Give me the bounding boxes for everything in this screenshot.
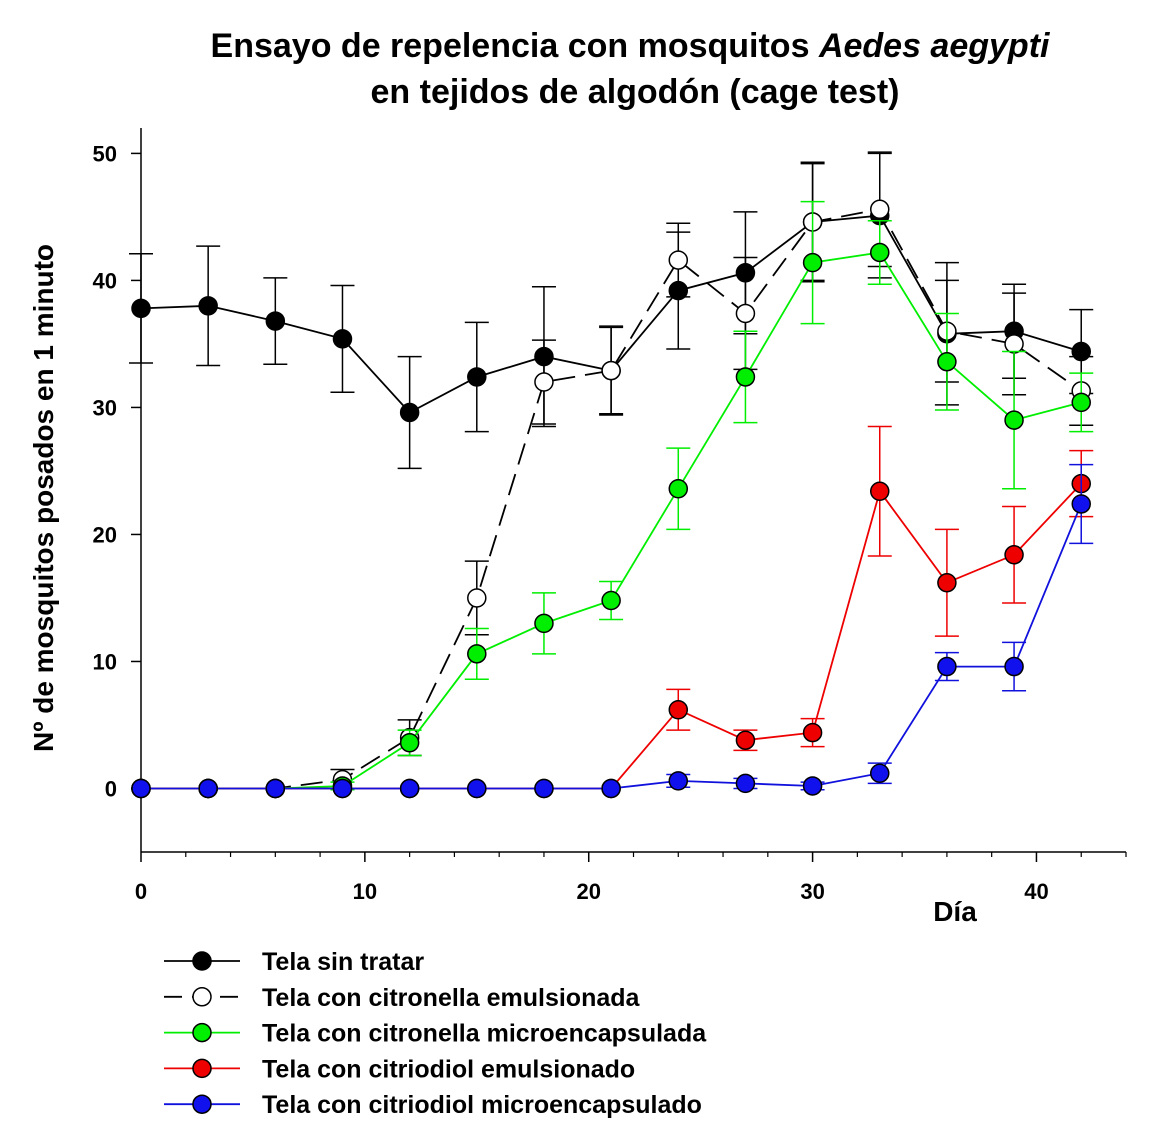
data-point xyxy=(668,478,689,499)
data-point xyxy=(870,199,890,220)
data-point xyxy=(1004,334,1024,354)
data-point xyxy=(467,588,487,608)
x-axis-ticks: 0 10 20 30 40 xyxy=(135,852,1127,904)
data-point xyxy=(265,778,286,799)
data-point xyxy=(467,644,487,664)
data-point xyxy=(601,590,621,611)
x-tick-label-10: 10 xyxy=(353,879,377,904)
y-tick-label-20: 20 xyxy=(93,522,117,547)
data-point xyxy=(1071,392,1091,413)
legend-item-1: Tela sin tratar xyxy=(164,948,424,976)
series-layer xyxy=(129,151,1094,799)
data-point xyxy=(601,778,621,799)
data-point xyxy=(534,372,554,392)
data-point xyxy=(399,402,420,423)
legend: Tela sin tratar Tela con citronella emuls… xyxy=(164,948,707,1119)
legend-item-4: Tela con citriodiol emulsionado xyxy=(164,1055,635,1083)
data-point xyxy=(735,367,756,387)
data-point xyxy=(735,773,756,794)
series-2 xyxy=(131,151,1094,799)
data-point xyxy=(870,763,890,783)
x-tick-label-0: 0 xyxy=(135,879,147,904)
y-axis-ticks: 0 10 20 30 40 50 xyxy=(93,141,141,801)
legend-item-5: Tela con citriodiol microencapsulado xyxy=(164,1091,702,1119)
data-point xyxy=(601,360,621,381)
data-point xyxy=(937,656,957,677)
series-3 xyxy=(131,200,1094,799)
data-point xyxy=(265,311,286,331)
series-4 xyxy=(131,425,1094,799)
y-tick-label-30: 30 xyxy=(93,395,117,420)
data-point xyxy=(668,771,689,791)
data-point xyxy=(870,481,890,502)
legend-marker xyxy=(192,951,212,971)
data-point xyxy=(131,778,151,799)
series-5 xyxy=(131,463,1094,799)
data-point xyxy=(870,242,890,263)
data-point xyxy=(399,778,420,799)
data-point xyxy=(332,329,353,349)
data-point xyxy=(802,252,823,273)
chart-title-species: Aedes aegypti xyxy=(818,27,1051,65)
series-line xyxy=(141,208,1082,790)
data-point xyxy=(1004,410,1024,430)
data-point xyxy=(399,733,420,753)
data-point xyxy=(534,613,554,634)
legend-marker xyxy=(192,1094,212,1114)
data-point xyxy=(1004,545,1024,565)
data-point xyxy=(534,778,554,799)
chart-title-prefix: Ensayo de repelencia con mosquitos xyxy=(211,27,819,65)
x-tick-label-30: 30 xyxy=(800,879,824,904)
legend-marker xyxy=(192,1058,212,1079)
legend-item-2: Tela con citronella emulsionada xyxy=(164,984,641,1012)
data-point xyxy=(198,778,218,799)
data-point xyxy=(802,722,823,743)
data-point xyxy=(937,572,957,593)
y-tick-label-0: 0 xyxy=(105,776,117,801)
x-axis-label: Día xyxy=(933,896,977,927)
data-point xyxy=(1004,656,1024,677)
data-point xyxy=(467,367,487,387)
data-point xyxy=(735,730,756,750)
data-point xyxy=(668,250,689,270)
data-point xyxy=(131,298,151,319)
data-point xyxy=(467,778,487,799)
data-point xyxy=(937,351,957,372)
legend-item-3: Tela con citronella microencapsulada xyxy=(164,1020,707,1048)
plot-frame xyxy=(140,128,1126,853)
legend-label: Tela con citriodiol emulsionado xyxy=(262,1055,635,1083)
y-tick-label-50: 50 xyxy=(93,141,117,166)
series-1 xyxy=(129,152,1094,470)
data-point xyxy=(735,303,756,324)
legend-label: Tela sin tratar xyxy=(262,948,424,976)
x-tick-label-20: 20 xyxy=(576,879,600,904)
x-tick-label-40: 40 xyxy=(1024,879,1048,904)
legend-marker xyxy=(192,1022,212,1043)
data-point xyxy=(668,699,689,720)
legend-label: Tela con citriodiol microencapsulado xyxy=(262,1091,702,1119)
chart-title-line1: Ensayo de repelencia con mosquitos Aedes… xyxy=(211,27,1051,65)
y-tick-label-10: 10 xyxy=(93,649,117,674)
legend-marker xyxy=(192,987,212,1007)
series-line xyxy=(141,503,1083,790)
legend-label: Tela con citronella emulsionada xyxy=(262,984,641,1012)
data-point xyxy=(1071,494,1091,514)
y-axis-label: Nº de mosquitos posados en 1 minuto xyxy=(28,244,59,752)
data-point xyxy=(332,778,353,799)
chart-title-line2: en tejidos de algodón (cage test) xyxy=(371,73,900,111)
y-tick-label-40: 40 xyxy=(93,268,117,293)
data-point xyxy=(198,296,218,316)
data-point xyxy=(802,776,823,796)
legend-label: Tela con citronella microencapsulada xyxy=(262,1020,707,1048)
